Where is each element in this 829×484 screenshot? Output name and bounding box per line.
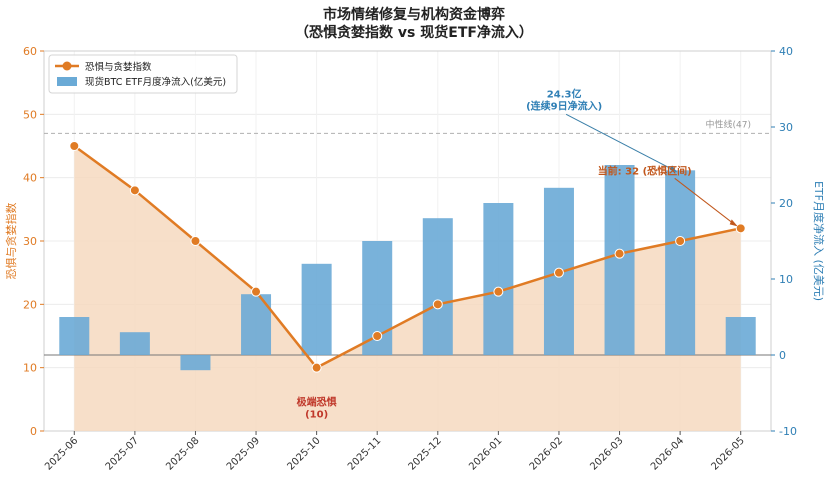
x-tick-label: 2026-03 <box>588 435 625 472</box>
left-tick-label: 60 <box>23 45 37 58</box>
left-tick-label: 20 <box>23 298 37 311</box>
left-tick-label: 30 <box>23 235 37 248</box>
fear-greed-point <box>735 223 746 234</box>
legend-box <box>48 54 238 94</box>
x-tick-label: 2025-07 <box>104 435 141 472</box>
left-axis-label: 恐惧与贪婪指数 <box>4 203 18 280</box>
right-axis-label: ETF月度净流入 (亿美元) <box>812 181 826 301</box>
fear-greed-point <box>553 267 564 278</box>
etf-bar <box>483 203 514 355</box>
fear-greed-area <box>74 146 741 431</box>
legend-bar-swatch <box>57 77 77 86</box>
fear-greed-point <box>251 286 262 297</box>
x-tick-label: 2025-10 <box>285 435 322 472</box>
right-tick-label: 0 <box>779 349 786 362</box>
right-tick-label: 30 <box>779 121 793 134</box>
fear-greed-point <box>493 286 504 297</box>
chart-title-line1: 市场情绪修复与机构资金博弈 <box>323 6 505 23</box>
current-annotation: 当前: 32 (恐惧区间) <box>598 164 692 177</box>
x-tick-label: 2026-05 <box>709 435 746 472</box>
fear-greed-point <box>311 362 322 373</box>
extreme-fear-label: 极端恐惧 <box>297 396 337 409</box>
inflow-arrow-head <box>669 165 678 173</box>
x-tick-label: 2026-02 <box>528 435 565 472</box>
legend-line-label: 恐惧与贪婪指数 <box>85 61 152 73</box>
right-tick-label: 10 <box>779 273 793 286</box>
right-tick-label: -10 <box>779 425 797 438</box>
right-tick-label: 20 <box>779 197 793 210</box>
etf-bar <box>604 165 635 355</box>
x-tick-label: 2026-01 <box>467 435 504 472</box>
etf-bar <box>180 355 211 371</box>
extreme-fear-value: (10) <box>305 410 328 421</box>
current-arrow-line <box>674 177 737 226</box>
left-tick-label: 10 <box>23 362 37 375</box>
left-tick-label: 40 <box>23 172 37 185</box>
inflow-annotation-note: (连续9日净流入) <box>526 99 602 112</box>
x-tick-label: 2025-11 <box>346 435 383 472</box>
right-tick-label: 40 <box>779 45 793 58</box>
current-arrow-head <box>729 219 738 227</box>
fear-greed-line <box>73 144 741 370</box>
fear-greed-point <box>675 236 686 246</box>
fear-greed-point <box>614 248 625 259</box>
legend-line-marker <box>62 61 72 71</box>
x-tick-label: 2025-09 <box>225 435 262 472</box>
inflow-annotation-value: 24.3亿 <box>547 87 582 100</box>
fear-greed-point <box>190 236 201 246</box>
etf-bar <box>422 218 453 355</box>
x-tick-label: 2025-08 <box>164 435 201 472</box>
x-tick-label: 2025-06 <box>43 435 80 472</box>
chart-title-line2: （恐惧贪婪指数 vs 现货ETF净流入） <box>295 24 533 41</box>
inflow-arrow-line <box>565 113 677 172</box>
fear-greed-point <box>372 331 383 341</box>
left-tick-label: 0 <box>30 425 37 438</box>
left-tick-label: 50 <box>23 108 37 121</box>
x-tick-label: 2026-04 <box>649 435 686 472</box>
fear-greed-point <box>432 299 443 310</box>
neutral-line-label: 中性线(47) <box>706 118 751 130</box>
fear-greed-point <box>69 141 80 151</box>
plot-area: 中性线(47) 0 10 20 30 40 50 60 恐惧与贪婪指数 -10 0 10 20 30 40 E… <box>4 45 826 473</box>
etf-bar <box>301 263 332 355</box>
legend-bar-label: 现货BTC ETF月度净流入(亿美元) <box>85 76 226 88</box>
etf-bar <box>665 170 696 355</box>
x-tick-label: 2025-12 <box>407 435 444 472</box>
etf-bar <box>725 317 756 355</box>
fear-greed-point <box>129 185 140 196</box>
etf-bar <box>59 317 90 355</box>
etf-bar <box>119 332 150 355</box>
